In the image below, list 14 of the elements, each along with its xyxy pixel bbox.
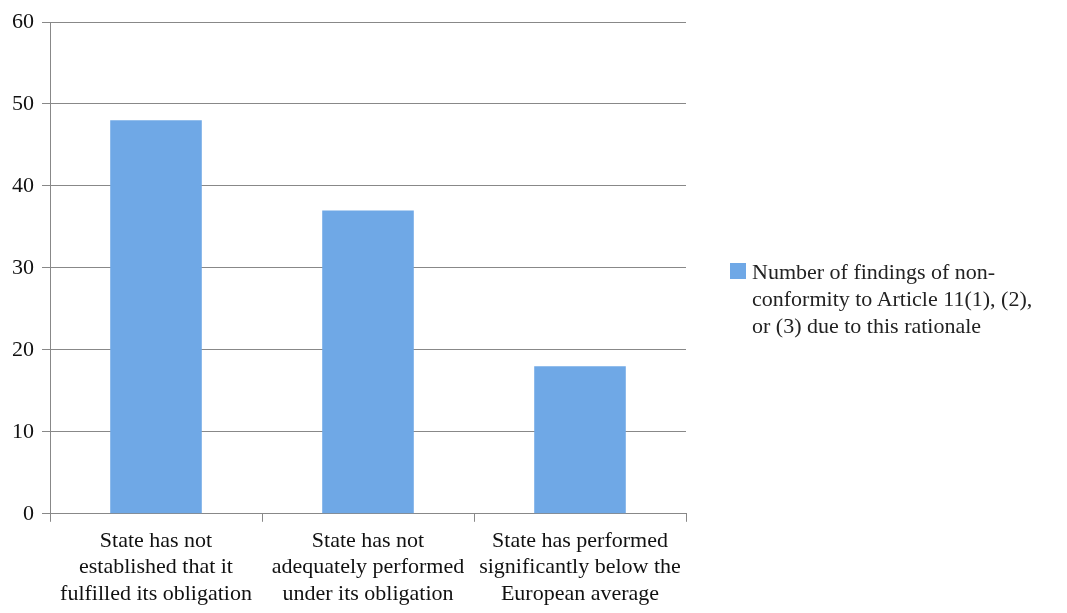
y-tick-label: 30: [12, 253, 34, 279]
y-tick-label: 10: [12, 417, 34, 443]
x-tick-label: State has not adequately performed under its obligation: [271, 526, 465, 605]
y-tick-label: 50: [12, 89, 34, 115]
bar: [110, 120, 202, 514]
y-tick-label: 60: [12, 7, 34, 33]
x-tick-label: State has performed significantly below the European average: [479, 526, 681, 605]
legend-label: Number of findings of non-conformity to Article 11(1), (2), or (3) due to this rationale: [752, 258, 1034, 339]
bar: [534, 366, 626, 514]
y-tick-label: 0: [23, 499, 34, 525]
bar: [322, 210, 414, 514]
x-tick-label: State has not established that it fulfilled its obligation: [60, 526, 252, 605]
y-tick-label: 40: [12, 171, 34, 197]
y-tick-label: 20: [12, 335, 34, 361]
